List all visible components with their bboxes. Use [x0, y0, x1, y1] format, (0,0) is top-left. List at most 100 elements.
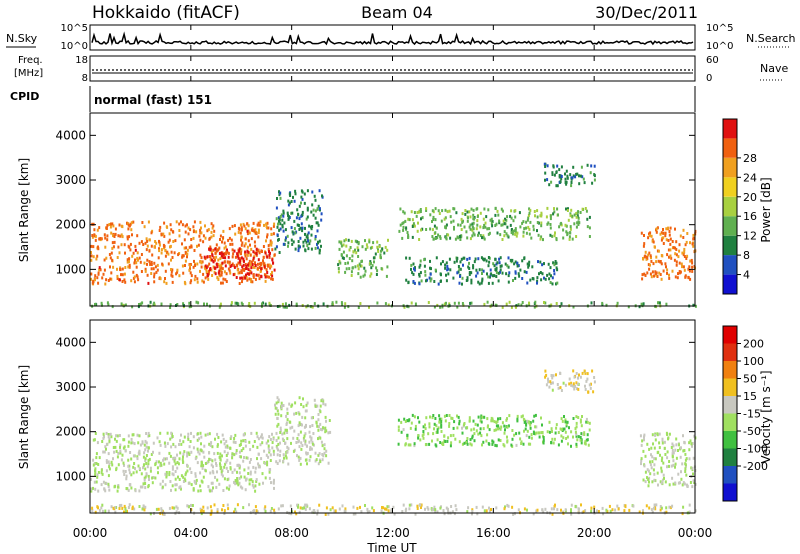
echo-cell: [286, 445, 289, 449]
echo-cell: [370, 266, 373, 270]
echo-cell: [171, 435, 174, 438]
echo-cell: [652, 468, 655, 472]
echo-cell: [575, 432, 578, 436]
echo-cell: [445, 279, 448, 283]
echo-cell: [90, 244, 93, 248]
echo-cell: [301, 213, 304, 217]
echo-cell: [590, 301, 593, 305]
echo-cell: [532, 277, 535, 281]
echo-cell: [168, 471, 171, 474]
echo-cell: [467, 506, 470, 510]
echo-cell: [380, 249, 382, 253]
echo-cell: [224, 256, 227, 260]
echo-cell: [570, 181, 573, 184]
echo-cell: [364, 269, 367, 273]
echo-cell: [228, 269, 231, 273]
echo-cell: [271, 274, 274, 278]
echo-cell: [513, 229, 516, 233]
echo-cell: [282, 404, 285, 407]
echo-cell: [523, 227, 526, 231]
echo-cell: [204, 224, 206, 228]
echo-cell: [116, 277, 119, 280]
echo-cell: [210, 489, 213, 493]
echo-cell: [514, 232, 517, 236]
echo-cell: [206, 255, 209, 259]
echo-cell: [220, 251, 223, 255]
echo-cell: [124, 470, 127, 473]
echo-cell: [190, 471, 193, 474]
echo-cell: [649, 460, 651, 464]
echo-cell: [286, 407, 289, 411]
echo-cell: [416, 507, 419, 510]
echo-cell: [684, 452, 687, 456]
echo-cell: [504, 428, 506, 432]
echo-cell: [534, 425, 537, 429]
echo-cell: [145, 432, 148, 435]
echo-cell: [181, 264, 184, 268]
echo-cell: [307, 239, 310, 243]
echo-cell: [128, 265, 131, 269]
echo-cell: [125, 509, 127, 513]
echo-cell: [551, 173, 554, 176]
echo-cell: [662, 228, 664, 231]
echo-cell: [586, 372, 589, 376]
echo-cell: [147, 474, 150, 478]
echo-cell: [94, 510, 97, 514]
echo-cell: [282, 211, 285, 215]
echo-cell: [219, 467, 222, 471]
echo-cell: [92, 255, 95, 259]
echo-cell: [238, 282, 241, 285]
echo-cell: [110, 271, 113, 275]
echo-cell: [295, 411, 298, 415]
echo-cell: [202, 272, 205, 276]
echo-cell: [225, 439, 228, 443]
echo-cell: [252, 229, 255, 233]
echo-cell: [145, 441, 148, 445]
echo-cell: [584, 388, 587, 391]
echo-cell: [291, 211, 294, 215]
echo-cell: [664, 480, 667, 484]
echo-cell: [120, 224, 123, 228]
echo-cell: [282, 209, 285, 213]
echo-cell: [656, 451, 659, 455]
echo-cell: [127, 434, 130, 438]
echo-cell: [342, 250, 345, 254]
echo-cell: [288, 402, 291, 406]
echo-cell: [287, 199, 290, 203]
echo-cell: [224, 264, 227, 268]
echo-cell: [110, 251, 113, 255]
echo-cell: [94, 303, 96, 306]
echo-cell: [549, 217, 552, 221]
echo-cell: [145, 472, 148, 476]
echo-cell: [298, 412, 301, 416]
echo-cell: [107, 460, 110, 464]
echo-cell: [141, 221, 144, 224]
x-tick-label: 16:00: [476, 526, 511, 540]
echo-cell: [124, 280, 127, 284]
echo-cell: [347, 238, 350, 242]
echo-cell: [655, 227, 658, 231]
echo-cell: [574, 427, 577, 431]
echo-cell: [169, 437, 172, 441]
echo-cell: [684, 243, 687, 247]
echo-cell: [314, 237, 317, 241]
echo-cell: [538, 435, 541, 439]
echo-cell: [151, 253, 154, 257]
echo-cell: [429, 272, 432, 276]
echo-cell: [134, 258, 136, 262]
echo-cell: [214, 258, 216, 262]
echo-cell: [644, 480, 647, 484]
echo-cell: [443, 414, 446, 418]
echo-cell: [404, 509, 407, 512]
echo-cell: [453, 227, 455, 231]
echo-cell: [286, 437, 289, 441]
echo-cell: [228, 260, 231, 264]
echo-cell: [170, 488, 172, 492]
echo-cell: [446, 268, 449, 272]
echo-cell: [573, 222, 576, 226]
echo-cell: [544, 375, 547, 379]
echo-cell: [219, 462, 221, 466]
echo-cell: [408, 503, 411, 507]
echo-cell: [244, 444, 247, 448]
echo-cell: [147, 449, 149, 453]
